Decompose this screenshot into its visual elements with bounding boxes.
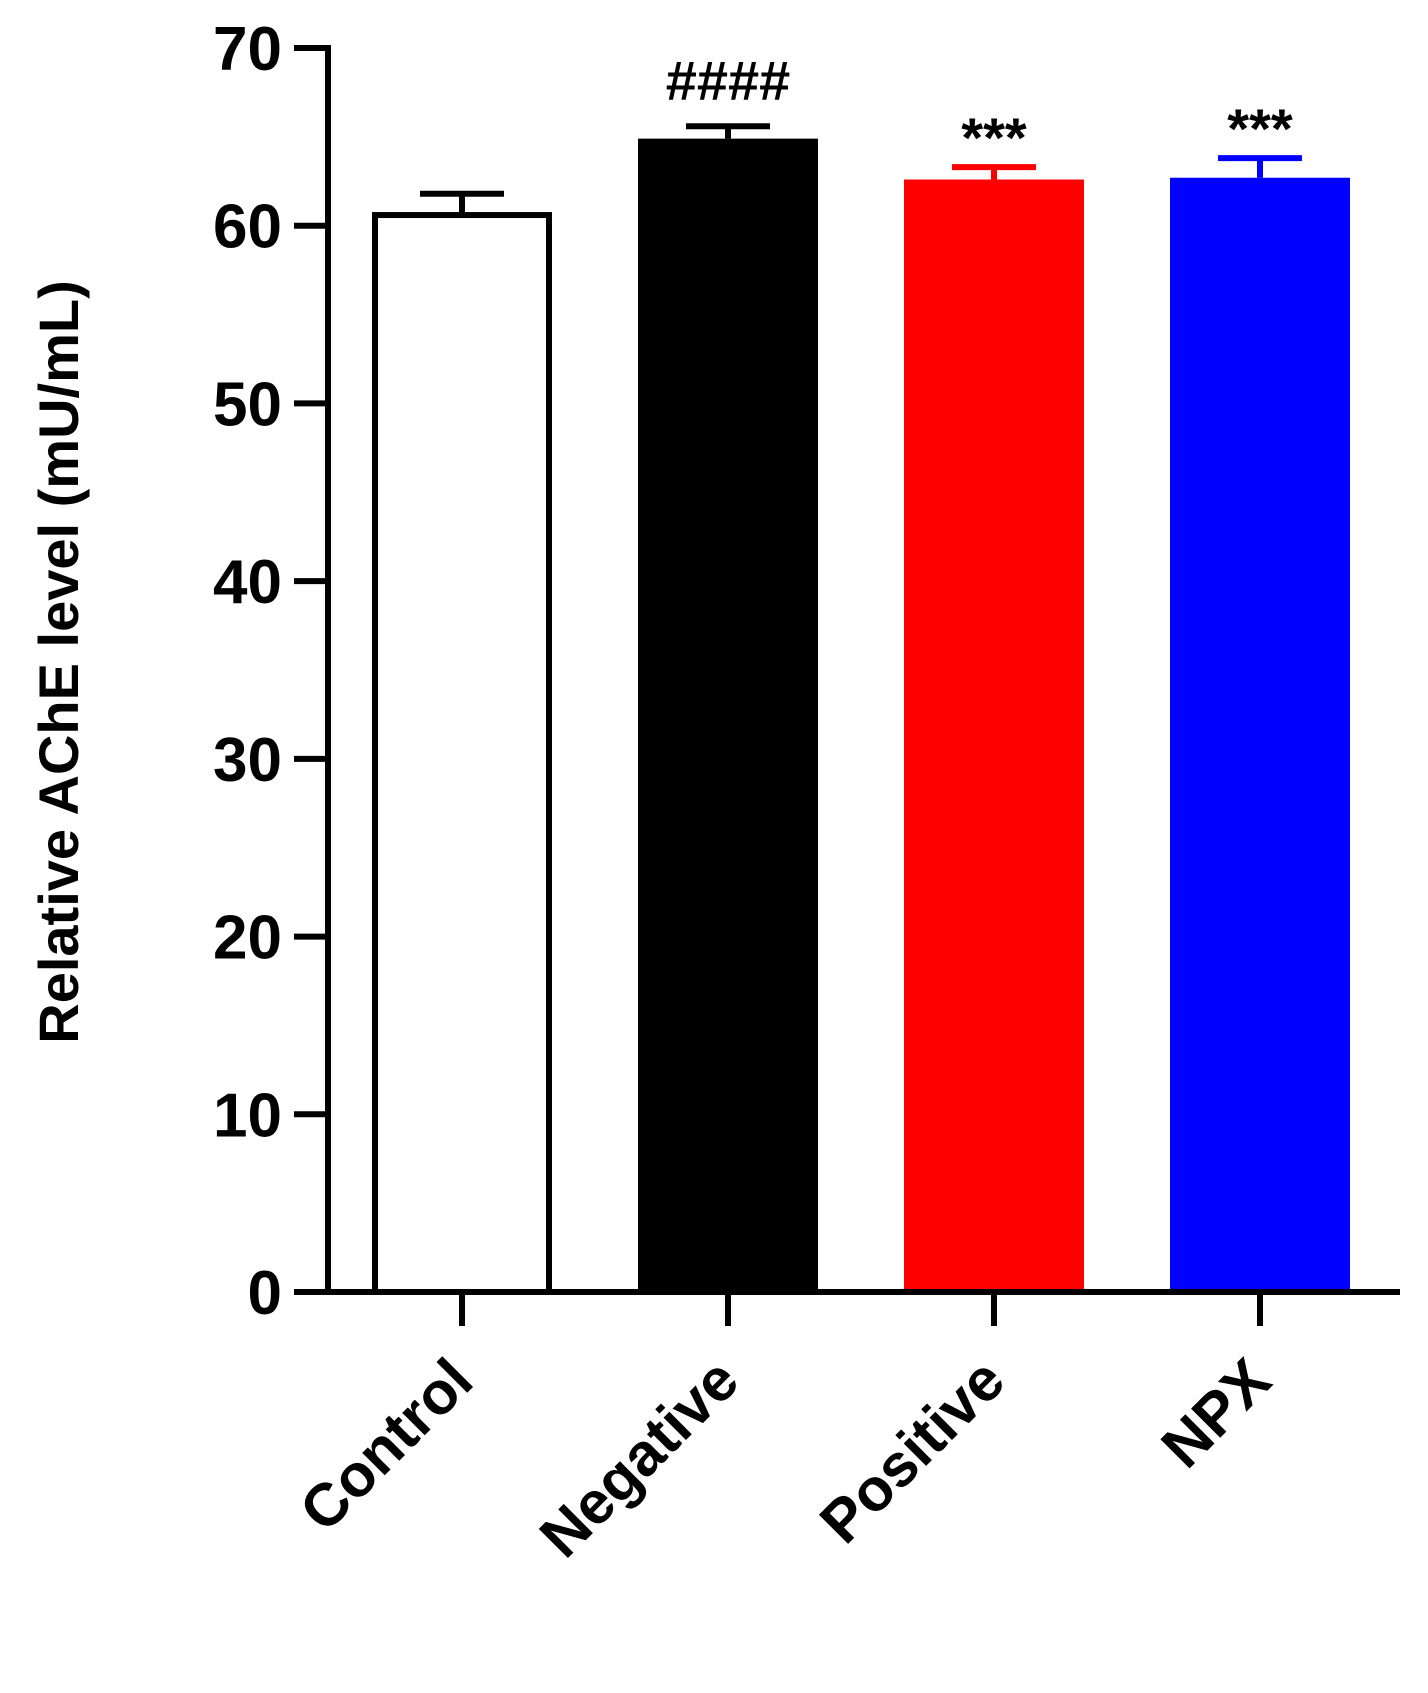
y-tick-label-20: 20 xyxy=(213,904,282,973)
bar-npx xyxy=(1170,177,1350,1292)
y-tick-label-0: 0 xyxy=(248,1259,282,1328)
significance-label-negative: #### xyxy=(666,49,791,112)
y-tick-label-50: 50 xyxy=(213,370,282,439)
y-tick-label-40: 40 xyxy=(213,548,282,617)
significance-label-npx: *** xyxy=(1227,97,1293,160)
significance-label-positive: *** xyxy=(961,106,1027,169)
y-axis: 0 10 20 30 40 50 60 70 xyxy=(213,15,331,1328)
bars: #### *** *** xyxy=(372,49,1350,1296)
y-tick-label-10: 10 xyxy=(213,1081,282,1150)
y-tick-label-60: 60 xyxy=(213,193,282,262)
y-axis-title: Relative AChE level (mU/mL) xyxy=(27,280,90,1043)
x-tick-label-negative: Negative xyxy=(527,1346,751,1570)
bar-positive xyxy=(904,179,1084,1293)
y-tick-label-30: 30 xyxy=(213,726,282,795)
bar-control xyxy=(372,212,552,1296)
x-axis: Control Negative Positive NPX xyxy=(287,1289,1400,1570)
x-tick-label-control: Control xyxy=(287,1346,485,1544)
bar-negative xyxy=(638,138,818,1293)
x-tick-label-npx: NPX xyxy=(1149,1346,1284,1481)
y-tick-label-70: 70 xyxy=(213,15,282,84)
x-tick-label-positive: Positive xyxy=(807,1346,1017,1556)
